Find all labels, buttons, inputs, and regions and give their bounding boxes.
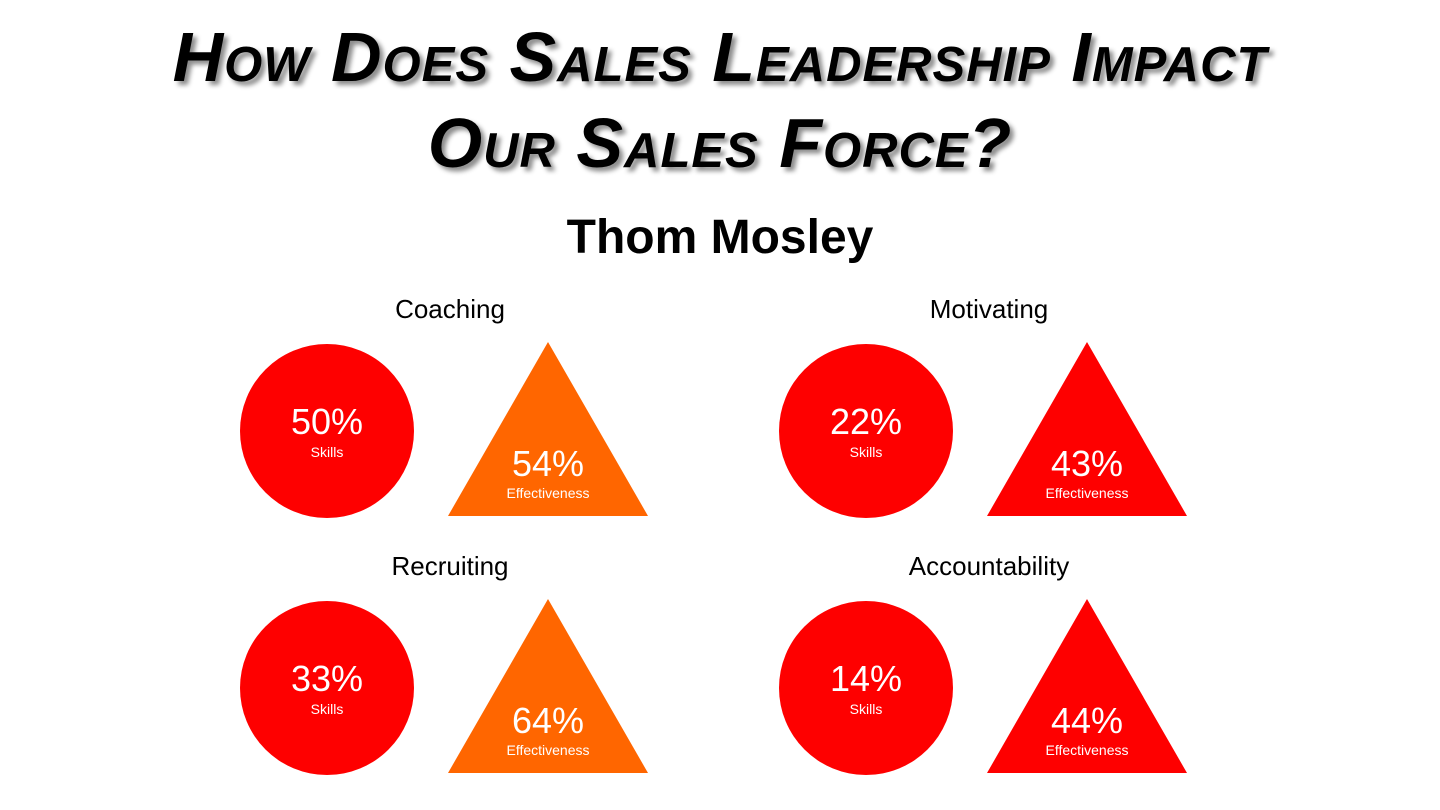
skills-value: 33% <box>290 658 364 699</box>
panel-label: Recruiting <box>391 551 509 581</box>
effectiveness-value: 54% <box>511 443 585 484</box>
triangle-shape <box>448 342 648 516</box>
triangle-shape <box>987 342 1187 516</box>
skills-caption: Skills <box>310 701 344 717</box>
effectiveness-triangle: 43% Effectiveness <box>987 342 1187 516</box>
effectiveness-value: 44% <box>1050 700 1124 741</box>
skills-value: 22% <box>829 401 903 442</box>
panel-label: Accountability <box>908 551 1070 581</box>
effectiveness-caption: Effectiveness <box>506 742 590 758</box>
panel-recruiting: Recruiting 33% Skills 64% Effectiveness <box>240 551 680 791</box>
effectiveness-value: 43% <box>1050 443 1124 484</box>
panel-label: Motivating <box>929 294 1049 324</box>
effectiveness-value: 64% <box>511 700 585 741</box>
panel-coaching: Coaching 50% Skills 54% Effectiveness <box>240 294 680 534</box>
panel-motivating: Motivating 22% Skills 43% Effectiveness <box>779 294 1219 534</box>
triangle-polygon <box>448 599 648 773</box>
triangle-shape <box>987 599 1187 773</box>
presenter-name: Thom Mosley <box>566 211 874 264</box>
skills-circle: 33% Skills <box>240 601 414 775</box>
effectiveness-caption: Effectiveness <box>506 485 590 501</box>
skills-value: 14% <box>829 658 903 699</box>
skills-caption: Skills <box>849 701 883 717</box>
effectiveness-triangle: 44% Effectiveness <box>987 599 1187 773</box>
triangle-polygon <box>448 342 648 516</box>
skills-caption: Skills <box>310 444 344 460</box>
slide-title-line-1: How Does Sales Leadership Impact <box>172 18 1268 96</box>
effectiveness-caption: Effectiveness <box>1045 742 1129 758</box>
effectiveness-triangle: 64% Effectiveness <box>448 599 648 773</box>
triangle-polygon <box>987 342 1187 516</box>
effectiveness-triangle: 54% Effectiveness <box>448 342 648 516</box>
skills-circle: 14% Skills <box>779 601 953 775</box>
slide-title-line-2: Our Sales Force? <box>427 104 1013 182</box>
skills-caption: Skills <box>849 444 883 460</box>
skills-circle: 22% Skills <box>779 344 953 518</box>
triangle-polygon <box>987 599 1187 773</box>
panel-accountability: Accountability 14% Skills 44% Effectiven… <box>779 551 1219 791</box>
skills-value: 50% <box>290 401 364 442</box>
panel-label: Coaching <box>395 294 505 324</box>
skills-circle: 50% Skills <box>240 344 414 518</box>
effectiveness-caption: Effectiveness <box>1045 485 1129 501</box>
triangle-shape <box>448 599 648 773</box>
slide-title: How Does Sales Leadership Impact Our Sal… <box>0 14 1440 186</box>
